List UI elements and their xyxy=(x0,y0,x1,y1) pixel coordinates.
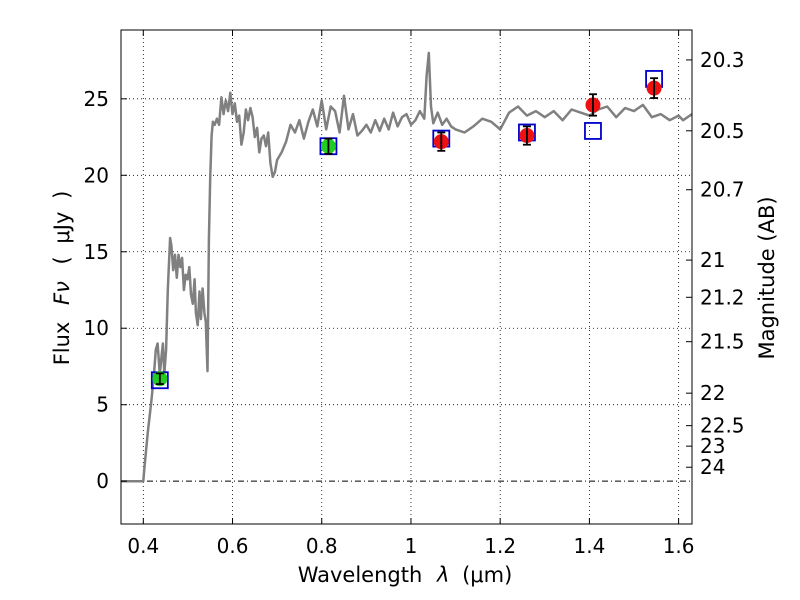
y-tick-label: 25 xyxy=(84,87,109,111)
y2-tick-label: 21.2 xyxy=(700,285,745,309)
x-axis-label: Wavelength λ (μm) xyxy=(298,563,513,587)
y-tick-label: 10 xyxy=(84,316,109,340)
y2-tick-label: 20.3 xyxy=(700,48,745,72)
y2-tick-label: 21.5 xyxy=(700,330,745,354)
x-tick-label: 1.2 xyxy=(484,534,516,558)
grid-lines xyxy=(121,30,692,524)
x-tick-label: 1 xyxy=(405,534,418,558)
x-tick-label: 1.6 xyxy=(663,534,695,558)
y-tick-label: 5 xyxy=(96,393,109,417)
series-layer xyxy=(121,51,693,483)
y-axis-label: Flux Fν ( μJy ) xyxy=(50,191,74,366)
spectrum-line xyxy=(121,51,693,483)
x-tick-label: 0.8 xyxy=(306,534,338,558)
y-tick-label: 15 xyxy=(84,240,109,264)
model-point xyxy=(584,122,602,140)
y2-tick-label: 24 xyxy=(700,455,725,479)
x-tick-label: 0.6 xyxy=(217,534,249,558)
y2-tick-label: 21 xyxy=(700,248,725,272)
y2-tick-label: 20.7 xyxy=(700,178,745,202)
axis-ticks: 0.4 0.6 0.8 1 1.2 1.4 1.6 0 5 10 15 20 25 20.3 20.5 20.… xyxy=(84,30,745,558)
y2-tick-label: 22 xyxy=(700,381,725,405)
y2-tick-label: 22.5 xyxy=(700,414,745,438)
x-tick-label: 1.4 xyxy=(573,534,605,558)
y2-tick-label: 23 xyxy=(700,434,725,458)
y2-tick-label: 20.5 xyxy=(700,119,745,143)
y2-axis-label: Magnitude (AB) xyxy=(755,196,779,359)
y-tick-label: 0 xyxy=(96,469,109,493)
plot-frame xyxy=(120,29,693,525)
x-tick-label: 0.4 xyxy=(127,534,159,558)
y-tick-label: 20 xyxy=(84,163,109,187)
